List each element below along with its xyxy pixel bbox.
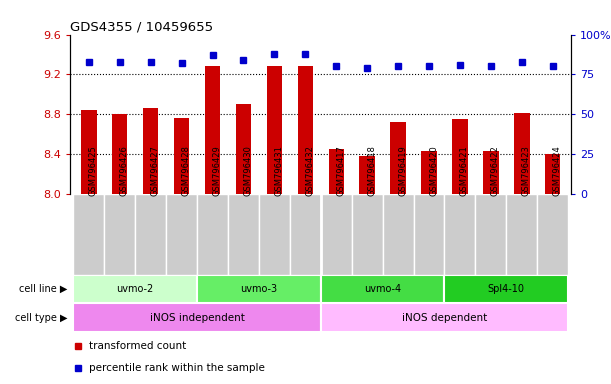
Text: iNOS dependent: iNOS dependent <box>402 313 487 323</box>
Bar <box>359 156 375 194</box>
Bar <box>452 119 467 194</box>
Bar <box>290 194 321 275</box>
Bar <box>259 194 290 275</box>
Text: GDS4355 / 10459655: GDS4355 / 10459655 <box>70 20 213 33</box>
Bar <box>143 108 158 194</box>
Bar <box>444 194 475 275</box>
Bar <box>135 194 166 275</box>
Text: GSM796420: GSM796420 <box>429 146 438 196</box>
Bar <box>104 194 135 275</box>
Text: GSM796429: GSM796429 <box>213 146 222 196</box>
Text: GSM796431: GSM796431 <box>274 146 284 196</box>
Text: GSM796419: GSM796419 <box>398 146 407 196</box>
Text: GSM796424: GSM796424 <box>553 146 562 196</box>
Text: uvmo-4: uvmo-4 <box>364 284 401 294</box>
Text: Spl4-10: Spl4-10 <box>488 284 525 294</box>
Text: GSM796430: GSM796430 <box>243 146 252 196</box>
Text: GSM796428: GSM796428 <box>181 146 191 196</box>
Bar <box>321 303 568 332</box>
Bar <box>112 114 128 194</box>
Bar <box>329 149 344 194</box>
Bar <box>321 194 352 275</box>
Bar <box>228 194 259 275</box>
Bar <box>197 275 321 303</box>
Bar <box>166 194 197 275</box>
Text: GSM796418: GSM796418 <box>367 146 376 196</box>
Bar <box>483 151 499 194</box>
Text: iNOS independent: iNOS independent <box>150 313 244 323</box>
Text: GSM796417: GSM796417 <box>336 146 345 196</box>
Text: uvmo-3: uvmo-3 <box>240 284 277 294</box>
Text: uvmo-2: uvmo-2 <box>117 284 154 294</box>
Text: GSM796427: GSM796427 <box>151 146 159 196</box>
Text: cell type ▶: cell type ▶ <box>15 313 67 323</box>
Bar <box>537 194 568 275</box>
Bar <box>197 194 228 275</box>
Text: GSM796422: GSM796422 <box>491 146 500 196</box>
Bar <box>73 303 321 332</box>
Text: GSM796425: GSM796425 <box>89 146 98 196</box>
Bar <box>298 66 313 194</box>
Text: cell line ▶: cell line ▶ <box>19 284 67 294</box>
Bar <box>444 275 568 303</box>
Text: GSM796421: GSM796421 <box>460 146 469 196</box>
Bar <box>321 275 444 303</box>
Bar <box>545 154 560 194</box>
Bar <box>514 113 530 194</box>
Bar <box>205 66 220 194</box>
Bar <box>352 194 382 275</box>
Text: GSM796432: GSM796432 <box>306 146 314 196</box>
Bar <box>382 194 414 275</box>
Text: transformed count: transformed count <box>89 341 186 351</box>
Text: GSM796426: GSM796426 <box>120 146 129 196</box>
Bar <box>422 151 437 194</box>
Bar <box>475 194 507 275</box>
Bar <box>414 194 444 275</box>
Text: percentile rank within the sample: percentile rank within the sample <box>89 363 265 373</box>
Bar <box>73 275 197 303</box>
Bar <box>174 118 189 194</box>
Bar <box>266 66 282 194</box>
Bar <box>73 194 104 275</box>
Bar <box>507 194 537 275</box>
Bar <box>390 122 406 194</box>
Text: GSM796423: GSM796423 <box>522 146 531 196</box>
Bar <box>236 104 251 194</box>
Bar <box>81 110 97 194</box>
